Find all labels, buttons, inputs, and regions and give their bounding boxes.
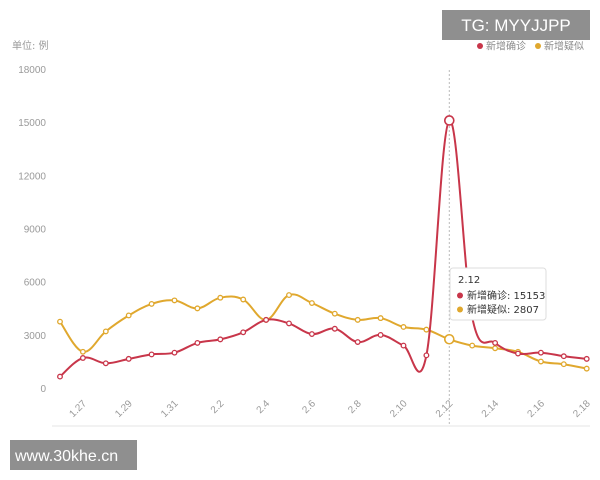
data-point [583, 355, 590, 362]
x-tick-label: 2.4 [255, 398, 273, 416]
watermarks: TG: MYYJJPP www.30khe.cn [10, 10, 590, 470]
data-point [377, 315, 384, 322]
data-point [560, 353, 567, 360]
tooltip-box [449, 267, 547, 321]
data-point [79, 355, 86, 361]
data-point [377, 331, 384, 338]
data-point [583, 365, 590, 372]
data-point [354, 316, 361, 323]
data-point [492, 339, 499, 346]
watermark-bottom-text: www.30khe.cn [14, 448, 118, 465]
data-point [423, 352, 430, 359]
data-point [443, 115, 455, 126]
y-tick-label: 12000 [18, 171, 46, 182]
data-point [102, 360, 109, 367]
x-tick-label: 1.27 [67, 398, 89, 420]
data-point [57, 318, 63, 325]
tooltip-title: 2.12 [458, 275, 480, 286]
data-point [57, 373, 63, 380]
unit-label: 单位: 例 [12, 39, 49, 52]
x-tick-label: 2.8 [346, 398, 364, 416]
data-point [148, 300, 155, 307]
series-line [59, 119, 587, 378]
data-point [308, 300, 315, 306]
data-point [125, 312, 132, 319]
legend-item: 新增确诊 [486, 40, 526, 53]
data-point [423, 326, 430, 333]
y-tick-label: 18000 [18, 65, 46, 76]
data-point [537, 349, 544, 356]
data-point [537, 358, 544, 365]
x-tick-label: 1.29 [113, 398, 135, 420]
series-confirmed [57, 115, 590, 380]
data-point [354, 339, 361, 345]
y-tick-label: 0 [40, 384, 46, 395]
data-point [331, 310, 338, 317]
data-point [217, 336, 224, 343]
data-point [148, 351, 155, 358]
x-tick-label: 2.6 [300, 398, 318, 416]
legend: 新增确诊 新增疑似 [477, 40, 584, 53]
data-point [469, 342, 476, 349]
legend-item: 新增疑似 [544, 40, 584, 53]
data-point [286, 320, 292, 327]
data-point [515, 350, 521, 357]
data-point [194, 339, 201, 346]
data-point [308, 331, 315, 338]
data-point [171, 297, 178, 304]
watermark-top-text: TG: MYYJJPP [461, 16, 571, 35]
data-point [125, 355, 132, 362]
x-tick-label: 2.14 [480, 398, 502, 420]
data-point [217, 294, 224, 301]
watermark-bottom-bg [10, 440, 137, 470]
data-point [400, 324, 407, 330]
data-point [400, 342, 407, 349]
tooltip-row: 新增确诊: 15153 [467, 289, 545, 302]
y-tick-label: 15000 [18, 118, 46, 129]
x-tick-label: 2.12 [434, 398, 456, 420]
x-tick-label: 2.16 [525, 398, 547, 420]
x-tick-label: 1.31 [159, 398, 181, 420]
watermark-top-bg [442, 10, 590, 40]
data-point [171, 349, 178, 356]
data-point [79, 348, 86, 355]
legend-marker [535, 43, 541, 49]
data-point [331, 325, 338, 332]
x-tick-label: 2.10 [388, 398, 410, 420]
data-point [443, 333, 455, 345]
x-tick-label: 2.18 [571, 398, 593, 420]
data-point [240, 296, 247, 303]
tooltip-row: 新增疑似: 2807 [467, 303, 539, 316]
x-tick-labels: 1.27 1.29 1.31 2.2 2.4 2.6 2.8 2.10 2.12 2.14 2.16… [67, 398, 593, 420]
data-point [102, 328, 109, 335]
tooltip-marker [457, 292, 463, 299]
y-tick-label: 6000 [24, 278, 47, 289]
data-point [263, 316, 270, 323]
data-point [286, 292, 292, 299]
data-point [194, 305, 201, 312]
tooltip-marker [457, 306, 463, 313]
data-point [240, 329, 247, 336]
data-point [560, 361, 567, 368]
legend-marker [477, 43, 483, 49]
y-tick-labels: 0 3000 6000 9000 12000 15000 18000 [18, 65, 46, 395]
series-layer [57, 115, 590, 380]
data-point [492, 345, 499, 352]
x-tick-label: 2.2 [209, 398, 227, 416]
series-suspected [57, 292, 590, 372]
y-tick-label: 9000 [24, 225, 47, 236]
y-tick-label: 3000 [24, 331, 47, 342]
